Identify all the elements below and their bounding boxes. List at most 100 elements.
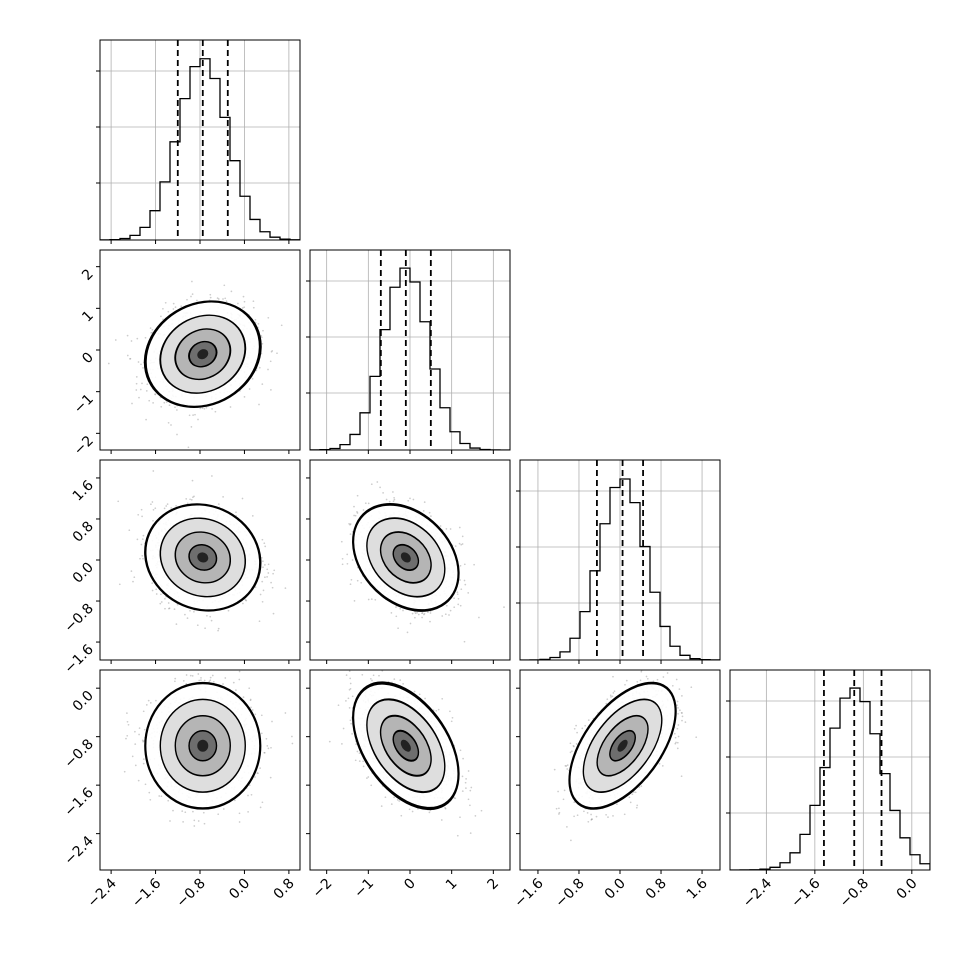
- scatter-point: [409, 622, 412, 625]
- scatter-point: [382, 492, 384, 494]
- scatter-point: [453, 597, 455, 600]
- scatter-point: [149, 327, 152, 329]
- scatter-point: [449, 528, 452, 530]
- scatter-point: [204, 627, 206, 630]
- scatter-point: [176, 409, 178, 411]
- scatter-point: [284, 587, 287, 589]
- scatter-point: [172, 308, 175, 310]
- scatter-panel-3-0: [96, 669, 301, 874]
- scatter-point: [445, 604, 448, 607]
- scatter-point: [243, 396, 246, 398]
- scatter-point: [423, 613, 425, 616]
- scatter-point: [163, 401, 166, 404]
- scatter-point: [260, 336, 263, 339]
- scatter-point: [457, 603, 460, 606]
- scatter-point: [456, 591, 459, 594]
- scatter-point: [262, 560, 264, 563]
- scatter-point: [458, 526, 461, 529]
- scatter-point: [140, 543, 143, 546]
- scatter-point: [196, 624, 199, 627]
- scatter-point: [276, 352, 278, 355]
- scatter-point: [459, 579, 461, 581]
- y-tick-label: −1.6: [61, 642, 96, 677]
- scatter-point: [364, 502, 367, 505]
- scatter-point: [346, 562, 349, 565]
- scatter-point: [353, 600, 356, 602]
- scatter-point: [191, 280, 193, 283]
- scatter-point: [464, 583, 467, 586]
- scatter-point: [128, 529, 131, 532]
- scatter-point: [414, 612, 417, 615]
- scatter-point: [191, 293, 194, 295]
- scatter-point: [453, 606, 456, 609]
- scatter-point: [459, 564, 462, 567]
- scatter-point: [349, 523, 352, 525]
- scatter-point: [151, 501, 154, 503]
- scatter-point: [140, 363, 142, 366]
- scatter-point: [211, 475, 213, 477]
- scatter-point: [135, 382, 138, 385]
- scatter-panel-1-0: [96, 249, 301, 454]
- scatter-point: [252, 306, 255, 309]
- scatter-point: [429, 620, 431, 623]
- scatter-point: [159, 602, 162, 605]
- scatter-point: [407, 499, 410, 502]
- scatter-point: [261, 538, 264, 541]
- scatter-point: [217, 298, 220, 300]
- scatter-point: [341, 563, 344, 566]
- scatter-point: [142, 367, 144, 369]
- scatter-point: [261, 580, 264, 583]
- scatter-point: [203, 407, 206, 410]
- scatter-point: [463, 579, 466, 582]
- scatter-point: [258, 620, 261, 623]
- contour-level-4: [400, 552, 411, 563]
- scatter-point: [190, 295, 192, 298]
- scatter-point: [114, 339, 117, 341]
- scatter-point: [160, 405, 163, 408]
- y-tick-label: −2: [71, 433, 97, 459]
- density-contours: [144, 503, 262, 612]
- scatter-point: [459, 604, 462, 607]
- scatter-point: [230, 290, 233, 293]
- scatter-panel-2-0: [96, 459, 301, 664]
- scatter-point: [258, 366, 261, 369]
- scatter-point: [421, 612, 423, 615]
- scatter-point: [185, 498, 188, 500]
- scatter-point: [393, 498, 396, 501]
- scatter-point: [242, 295, 245, 298]
- scatter-point: [186, 298, 188, 301]
- scatter-point: [263, 542, 266, 545]
- scatter-point: [354, 514, 357, 517]
- scatter-point: [165, 505, 168, 507]
- scatter-point: [393, 496, 395, 499]
- histogram-panel-2: [516, 459, 721, 664]
- scatter-point: [241, 307, 244, 309]
- scatter-point: [260, 556, 263, 559]
- scatter-point: [379, 486, 381, 489]
- scatter-point: [190, 499, 193, 501]
- scatter-point: [251, 377, 254, 380]
- histogram-panel-0: [96, 39, 301, 244]
- scatter-point: [175, 623, 178, 625]
- scatter-point: [138, 733, 140, 736]
- density-contours: [352, 503, 460, 612]
- scatter-point: [187, 446, 190, 449]
- scatter-point: [196, 299, 198, 302]
- scatter-point: [173, 608, 176, 610]
- scatter-point: [167, 310, 170, 313]
- scatter-point: [412, 498, 415, 501]
- scatter-point: [144, 336, 147, 339]
- scatter-point: [117, 500, 120, 503]
- scatter-point: [399, 607, 402, 610]
- scatter-point: [142, 557, 144, 560]
- scatter-point: [353, 505, 355, 508]
- scatter-point: [214, 410, 217, 413]
- scatter-point: [194, 413, 196, 416]
- scatter-point: [224, 297, 227, 300]
- scatter-point: [223, 284, 226, 287]
- scatter-point: [262, 566, 264, 569]
- scatter-point: [155, 593, 158, 595]
- scatter-point: [422, 510, 425, 512]
- scatter-point: [191, 479, 194, 482]
